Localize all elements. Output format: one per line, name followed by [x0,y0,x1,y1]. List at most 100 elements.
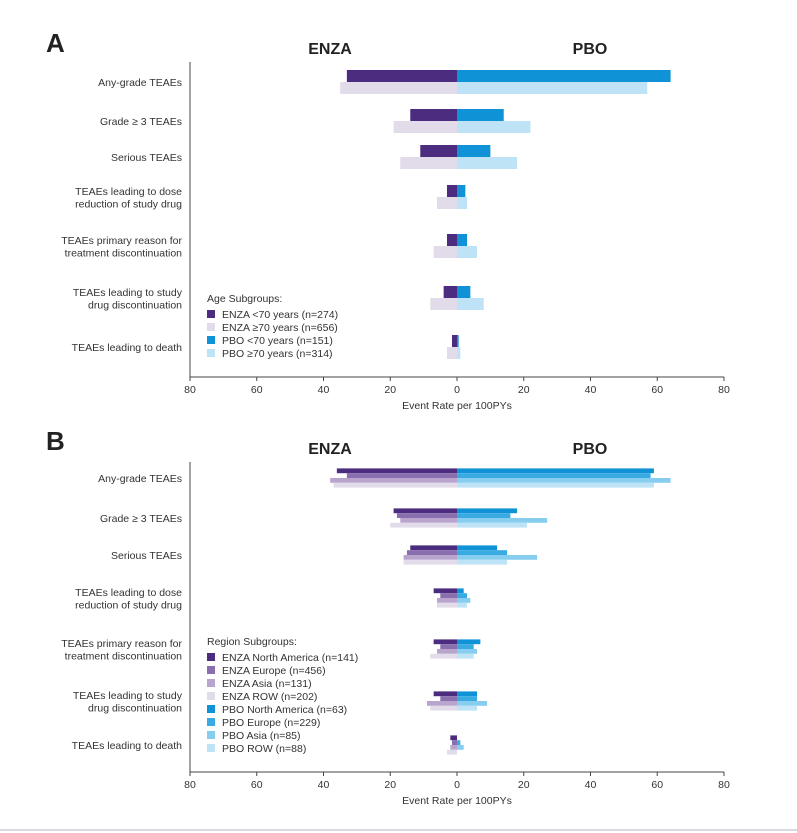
pbo-header: PBO [573,441,608,458]
bar-enza [436,598,457,603]
bar-enza [400,518,457,523]
bar-pbo [457,598,471,603]
bar-pbo [457,157,518,169]
legend-swatch [207,705,215,713]
bar-enza [433,246,457,258]
legend-entry: ENZA ROW (n=202) [222,691,317,703]
bar-enza [410,109,457,121]
bar-pbo [457,185,466,197]
bar-enza [393,121,457,133]
category-label: treatment discontinuation [65,650,182,662]
bar-pbo [457,745,464,750]
bar-pbo [457,588,464,594]
category-label: TEAEs leading to dose [75,587,182,599]
legend-entry: ENZA Europe (n=456) [222,665,326,677]
legend-swatch [207,323,215,331]
category-label: drug discontinuation [88,702,182,714]
bar-enza [430,705,457,711]
x-tick-label: 20 [518,779,530,791]
x-tick-label: 80 [718,384,730,396]
bar-enza [426,701,457,706]
x-tick-label: 0 [454,779,460,791]
bar-enza [400,157,457,169]
bar-enza [436,602,457,608]
pbo-header: PBO [573,41,608,58]
category-label: TEAEs leading to death [72,342,182,354]
x-tick-label: 60 [251,384,263,396]
legend-swatch [207,310,215,318]
bar-pbo [457,468,654,474]
bar-enza [346,70,457,82]
bar-pbo [457,482,654,488]
bar-enza [403,559,457,565]
legend-entry: PBO ≥70 years (n=314) [222,348,333,360]
category-label: treatment discontinuation [65,247,182,259]
x-tick-label: 0 [454,384,460,396]
bar-enza [451,335,457,347]
bar-enza [451,740,457,745]
bar-pbo [457,246,478,258]
bar-enza [443,286,457,298]
panel-a-chart: ENZA PBO 80 60 40 20 0 20 40 60 80 Event Rate per 1… [61,41,730,412]
bar-pbo [457,602,468,608]
bar-enza [450,745,457,750]
bar-enza [433,639,457,645]
bar-enza [393,508,457,514]
bar-pbo [457,121,531,133]
bar-pbo [457,701,488,706]
legend-swatch [207,653,215,661]
category-label: TEAEs primary reason for [61,235,182,247]
legend-entry: PBO Asia (n=85) [222,730,301,742]
category-label: Grade ≥ 3 TEAEs [100,513,182,525]
legend-swatch [207,336,215,344]
x-tick-label: 40 [318,384,330,396]
x-tick-label: 40 [585,384,597,396]
legend-title: Age Subgroups: [207,293,282,305]
enza-header: ENZA [308,441,352,458]
bar-enza [340,82,457,94]
bar-enza [440,644,457,649]
legend-swatch [207,679,215,687]
bar-enza [433,691,457,697]
bar-enza [446,749,457,755]
x-tick-label: 80 [184,384,196,396]
panel-a-letter: A [46,28,65,58]
x-tick-label: 60 [251,779,263,791]
legend-entry: PBO <70 years (n=151) [222,335,333,347]
bar-enza [440,696,457,701]
bar-pbo [457,550,508,555]
bar-pbo [457,234,468,246]
bar-enza [433,588,457,594]
bar-pbo [457,644,474,649]
x-tick-label: 60 [651,384,663,396]
bar-pbo [457,335,459,347]
bar-pbo [457,639,481,645]
bar-pbo [457,653,474,659]
bar-enza [403,555,457,560]
category-label: Serious TEAEs [111,152,182,164]
bar-enza [420,145,457,157]
legend-swatch [207,731,215,739]
x-tick-label: 40 [318,779,330,791]
legend-swatch [207,692,215,700]
bar-pbo [457,696,478,701]
bar-enza [446,185,457,197]
bar-enza [410,545,457,551]
panel-b: B ENZA PBO 80 60 40 20 0 20 40 60 80 Event Rate per… [0,418,797,833]
bar-enza [436,197,457,209]
bar-pbo [457,478,671,483]
category-label: TEAEs leading to dose [75,186,182,198]
x-tick-label: 80 [718,779,730,791]
bar-pbo [457,145,491,157]
category-label: reduction of study drug [75,198,182,210]
legend: Region Subgroups: ENZA North America (n=1… [207,636,358,755]
bar-pbo [457,508,518,514]
bar-enza [440,593,457,598]
category-label: drug discontinuation [88,299,182,311]
bar-pbo [457,705,478,711]
bar-pbo [457,197,468,209]
panel-b-letter: B [46,426,65,456]
x-tick-label: 20 [518,384,530,396]
x-axis-title: Event Rate per 100PYs [402,400,512,412]
bar-enza [436,649,457,654]
